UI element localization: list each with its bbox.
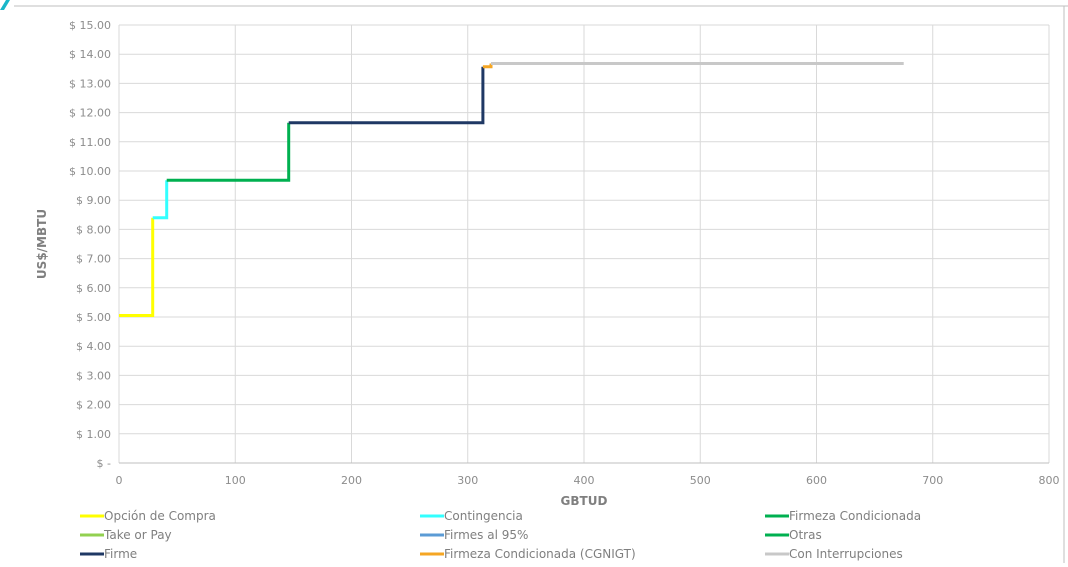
y-axis-title: US$/MBTU [35,209,49,279]
axes: $ - $ 1.00 $ 2.00 $ 3.00 $ 4.00 $ 5.00 $ 6.00 $… [69,19,1060,487]
legend-label: Opción de Compra [104,509,216,523]
y-tick-label: $ 13.00 [69,77,111,90]
y-tick-label: $ 5.00 [76,311,111,324]
x-tick-label: 100 [225,474,246,487]
series-lines [119,62,904,317]
legend-label: Take or Pay [103,528,172,542]
series-line-7 [482,63,493,69]
y-tick-label: $ 8.00 [76,223,111,236]
y-tick-label: $ 11.00 [69,136,111,149]
series-line-0 [119,217,155,317]
legend: Opción de Compra Contingencia Firmeza Cond… [80,509,921,561]
series-line-1 [152,180,169,220]
legend-label: Contingencia [444,509,523,523]
series-line-6 [288,66,485,125]
y-tick-label: $ 1.00 [76,428,111,441]
grid [118,24,1050,464]
x-tick-label: 0 [116,474,123,487]
y-tick-label: $ 12.00 [69,107,111,120]
y-tick-label: $ 7.00 [76,253,111,266]
y-tick-label: $ 14.00 [69,48,111,61]
y-tick-label: $ 15.00 [69,19,111,32]
y-tick-label: $ 2.00 [76,399,111,412]
x-tick-label: 500 [690,474,711,487]
y-tick-label: $ 3.00 [76,369,111,382]
x-tick-label: 300 [457,474,478,487]
x-tick-label: 400 [574,474,595,487]
y-tick-label: $ 4.00 [76,340,111,353]
legend-label: Firmeza Condicionada [789,509,921,523]
x-tick-label: 600 [806,474,827,487]
legend-label: Con Interrupciones [789,547,903,561]
legend-label: Firmes al 95% [444,528,528,542]
x-tick-label: 200 [341,474,362,487]
series-line-2 [166,122,291,182]
y-tick-label: $ 9.00 [76,194,111,207]
x-tick-label: 800 [1039,474,1060,487]
legend-label: Firme [104,547,137,561]
y-tick-label: $ - [97,457,111,470]
corner-accent-icon [0,0,10,10]
x-axis-title: GBTUD [561,494,608,508]
y-tick-label: $ 6.00 [76,282,111,295]
legend-label: Firmeza Condicionada (CGNIGT) [444,547,636,561]
legend-label: Otras [789,528,822,542]
y-tick-label: $ 10.00 [69,165,111,178]
x-tick-label: 700 [922,474,943,487]
